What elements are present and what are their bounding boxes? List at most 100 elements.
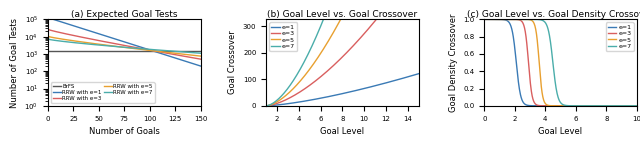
e=3	[633, 105, 640, 107]
e=7	[582, 105, 590, 107]
e=5	[582, 105, 590, 107]
Line: RRW with e=1: RRW with e=1	[49, 18, 200, 66]
e=7	[549, 65, 557, 67]
Y-axis label: Number of Goal Tests: Number of Goal Tests	[10, 18, 19, 108]
e=1	[391, 80, 399, 81]
RRW with e=7	[114, 46, 122, 48]
e=5	[633, 105, 640, 107]
e=1	[549, 105, 557, 107]
BrFS	[114, 50, 122, 52]
e=7	[263, 105, 271, 107]
X-axis label: Goal Level: Goal Level	[321, 127, 364, 136]
e=5	[570, 105, 578, 107]
RRW with e=7	[196, 52, 204, 54]
e=3	[262, 105, 270, 107]
e=3	[520, 23, 527, 25]
e=5	[481, 18, 488, 20]
e=7	[481, 18, 488, 20]
Line: e=5: e=5	[484, 19, 637, 106]
e=5	[263, 105, 271, 107]
Legend: e=1, e=3, e=5, e=7: e=1, e=3, e=5, e=7	[605, 22, 634, 51]
BrFS	[196, 50, 204, 52]
e=1	[481, 18, 488, 20]
Line: e=3: e=3	[266, 0, 419, 106]
e=1	[582, 105, 590, 107]
Legend: e=1, e=3, e=5, e=7: e=1, e=3, e=5, e=7	[269, 22, 298, 51]
RRW with e=5	[159, 51, 167, 53]
Line: e=7: e=7	[266, 0, 419, 106]
e=1	[595, 105, 603, 107]
Line: e=5: e=5	[266, 0, 419, 106]
Legend: BrFS, RRW with e=1, RRW with e=3, RRW with e=5, RRW with e=7: BrFS, RRW with e=1, RRW with e=3, RRW wi…	[51, 82, 154, 103]
RRW with e=3	[114, 43, 122, 45]
RRW with e=7	[147, 48, 154, 50]
RRW with e=3	[147, 49, 154, 51]
BrFS	[159, 50, 167, 52]
e=1	[263, 105, 271, 107]
RRW with e=1	[114, 39, 122, 41]
Title: (c) Goal Level vs. Goal Density Crossover: (c) Goal Level vs. Goal Density Crossove…	[467, 10, 640, 19]
BrFS	[72, 50, 79, 52]
RRW with e=5	[84, 42, 92, 44]
e=1	[633, 105, 640, 107]
RRW with e=3	[72, 35, 79, 37]
e=1	[520, 102, 527, 104]
RRW with e=1	[196, 65, 204, 67]
e=1	[570, 105, 578, 107]
Title: (b) Goal Level vs. Goal Crossover: (b) Goal Level vs. Goal Crossover	[268, 10, 417, 19]
Title: (a) Expected Goal Tests: (a) Expected Goal Tests	[71, 10, 177, 19]
e=5	[262, 105, 270, 107]
e=1	[401, 77, 408, 79]
Line: RRW with e=7: RRW with e=7	[49, 39, 200, 53]
RRW with e=5	[114, 46, 122, 47]
e=5	[595, 105, 603, 107]
e=7	[595, 105, 603, 107]
e=1	[262, 105, 270, 107]
RRW with e=7	[72, 42, 79, 44]
RRW with e=3	[159, 52, 167, 53]
e=5	[508, 18, 515, 20]
RRW with e=1	[84, 30, 92, 31]
e=7	[633, 105, 640, 107]
RRW with e=5	[45, 36, 53, 38]
Line: e=7: e=7	[484, 19, 637, 106]
e=1	[353, 90, 360, 91]
Y-axis label: Goal Density Crossover: Goal Density Crossover	[449, 13, 458, 112]
RRW with e=7	[45, 38, 53, 40]
e=1	[353, 89, 361, 91]
RRW with e=7	[84, 43, 92, 45]
e=3	[508, 18, 515, 20]
e=3	[356, 38, 364, 40]
e=3	[263, 105, 271, 107]
e=5	[520, 18, 527, 20]
e=7	[520, 18, 527, 20]
RRW with e=5	[147, 50, 154, 51]
e=3	[549, 105, 557, 107]
RRW with e=1	[159, 53, 167, 55]
RRW with e=1	[134, 45, 142, 47]
RRW with e=7	[159, 49, 167, 51]
BrFS	[84, 50, 92, 52]
RRW with e=3	[196, 58, 204, 60]
RRW with e=7	[134, 48, 142, 49]
RRW with e=3	[45, 29, 53, 31]
Line: RRW with e=5: RRW with e=5	[49, 37, 200, 56]
RRW with e=5	[196, 55, 204, 57]
e=7	[570, 105, 578, 107]
e=3	[353, 41, 361, 43]
X-axis label: Number of Goals: Number of Goals	[89, 127, 160, 136]
RRW with e=1	[45, 17, 53, 19]
Line: e=1: e=1	[266, 74, 419, 106]
RRW with e=3	[134, 47, 142, 49]
e=1	[508, 26, 515, 28]
e=1	[356, 89, 364, 91]
e=3	[353, 41, 360, 43]
Line: e=3: e=3	[484, 19, 637, 106]
RRW with e=5	[134, 48, 142, 50]
RRW with e=1	[147, 49, 154, 51]
e=3	[582, 105, 590, 107]
Y-axis label: Goal Crossover: Goal Crossover	[228, 31, 237, 94]
BrFS	[45, 50, 53, 52]
e=3	[595, 105, 603, 107]
e=5	[549, 105, 557, 107]
